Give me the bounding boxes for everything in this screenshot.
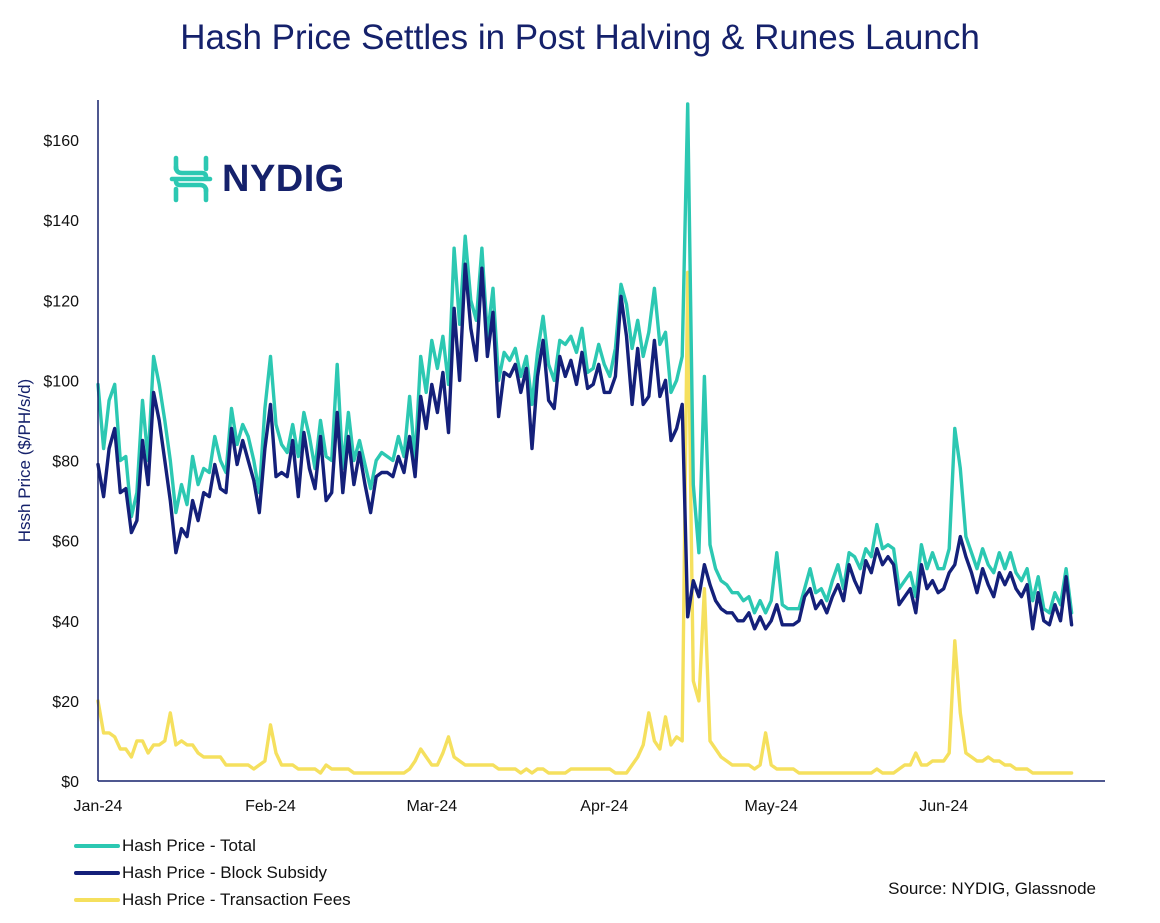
x-tick-label: Feb-24 [245,798,296,815]
x-tick-label: May-24 [745,798,798,815]
y-tick-label: $80 [52,454,79,471]
series-line-total [96,102,1074,615]
legend-swatch-transaction-fees [74,897,120,902]
legend-label-block-subsidy: Hash Price - Block Subsidy [122,862,328,882]
x-tick-label: Jun-24 [919,798,968,815]
x-axis-ticks: Jan-24 Feb-24 Mar-24 Apr-24 May-24 Jun-24 [74,798,969,815]
legend-label-transaction-fees: Hash Price - Transaction Fees [122,889,351,909]
x-tick-label: Jan-24 [74,798,123,815]
y-tick-label: $60 [52,534,79,551]
legend-item-total: Hash Price - Total [74,832,351,859]
y-axis-ticks: $0 $20 $40 $60 $80 $100 $120 $140 $160 [43,133,79,791]
series-line-block-subsidy [96,262,1074,631]
logo-wordmark: NYDIG [222,157,345,200]
nydig-logo: NYDIG [168,155,345,203]
y-tick-label: $140 [43,213,79,230]
chart-title: Hash Price Settles in Post Halving & Run… [180,18,980,57]
y-tick-label: $100 [43,373,79,390]
legend-item-block-subsidy: Hash Price - Block Subsidy [74,859,351,886]
source-note: Source: NYDIG, Glassnode [888,879,1096,898]
nydig-logo-icon [169,155,213,203]
legend-label-total: Hash Price - Total [122,835,256,855]
series-line-transaction-fees [96,270,1074,775]
y-tick-label: $0 [61,774,79,791]
hash-price-line-chart: $0 $20 $40 $60 $80 $100 $120 $140 $160 Jan-24 Feb… [15,100,1105,815]
legend-swatch-total [74,843,120,848]
series-lines [96,102,1074,775]
y-tick-label: $120 [43,293,79,310]
y-tick-label: $20 [52,694,79,711]
legend-swatch-block-subsidy [74,870,120,875]
x-tick-label: Mar-24 [406,798,457,815]
chart-legend: Hash Price - Total Hash Price - Block Su… [74,832,351,913]
y-tick-label: $160 [43,133,79,150]
y-tick-label: $40 [52,614,79,631]
legend-item-transaction-fees: Hash Price - Transaction Fees [74,886,351,913]
y-axis-label: Hssh Price ($/PH/s/d) [15,379,34,542]
x-tick-label: Apr-24 [580,798,628,815]
